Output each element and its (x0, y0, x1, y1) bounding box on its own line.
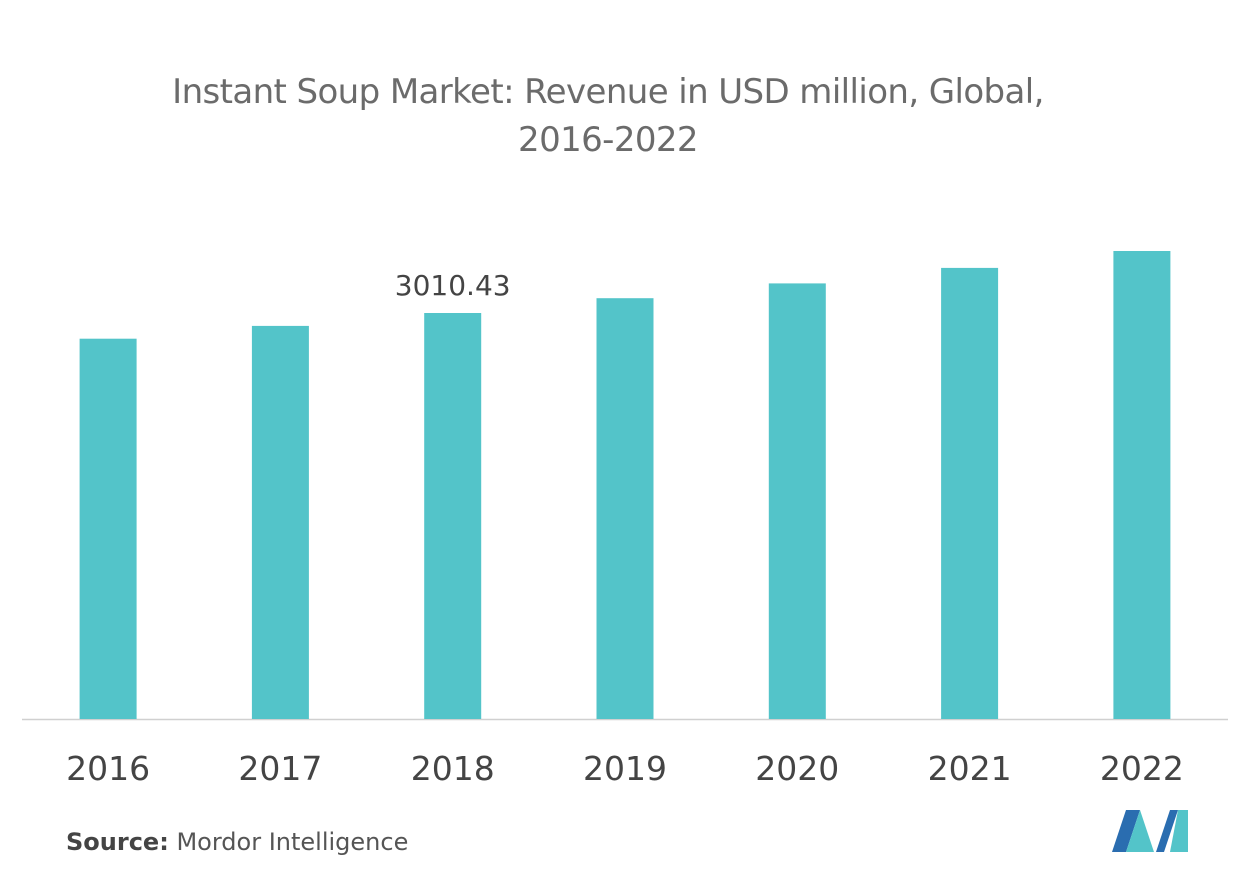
chart-title-line-1: Instant Soup Market: Revenue in USD mill… (172, 72, 1044, 112)
chart-title: Instant Soup Market: Revenue in USD mill… (0, 68, 1216, 164)
bar-2019 (596, 298, 654, 719)
chart-title-line-2: 2016-2022 (518, 120, 699, 160)
source-label: Source: (66, 828, 169, 856)
bar-2022 (1113, 251, 1171, 719)
x-tick-label-2019: 2019 (583, 749, 667, 788)
x-tick-label-2017: 2017 (238, 749, 322, 788)
bar-2018 (424, 313, 482, 719)
mordor-intelligence-logo-icon (1112, 810, 1188, 852)
bar-2021 (941, 267, 999, 719)
x-tick-label-2021: 2021 (928, 749, 1012, 788)
source-note: Source: Mordor Intelligence (66, 828, 408, 856)
data-label-2018: 3010.43 (395, 269, 511, 302)
x-tick-label-2016: 2016 (66, 749, 150, 788)
source-text: Mordor Intelligence (176, 828, 409, 856)
x-tick-label-2020: 2020 (755, 749, 839, 788)
bar-2017 (251, 325, 309, 719)
bar-2016 (79, 338, 137, 719)
x-tick-label-2018: 2018 (411, 749, 495, 788)
bar-2020 (768, 283, 826, 719)
x-tick-label-2022: 2022 (1100, 749, 1184, 788)
